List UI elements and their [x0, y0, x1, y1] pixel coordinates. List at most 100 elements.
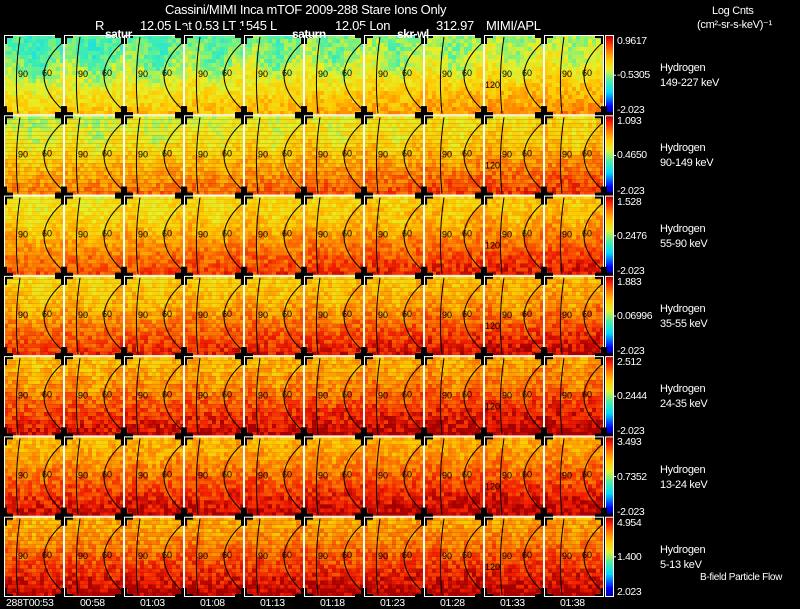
pixel-cell [124, 87, 128, 91]
pixel-cell [52, 71, 56, 75]
pixel-cell [96, 75, 100, 79]
pixel-cell [548, 83, 552, 87]
pixel-cell [276, 159, 280, 164]
pixel-cell [456, 51, 460, 55]
pixel-cell [308, 47, 312, 51]
pixel-cell [44, 79, 48, 83]
pixel-cell [12, 43, 16, 47]
pixel-cell [116, 87, 120, 91]
pixel-cell [216, 151, 220, 156]
pixel-cell [96, 167, 100, 172]
pixel-cell [508, 51, 512, 55]
pixel-cell [208, 35, 212, 39]
pixel-cell [164, 127, 168, 132]
pixel-cell [204, 79, 208, 83]
pixel-cell [248, 163, 252, 168]
pixel-cell [264, 35, 268, 39]
pixel-cell [316, 43, 320, 47]
pixel-cell [24, 91, 28, 95]
pixel-cell [476, 79, 480, 83]
pixel-cell [312, 111, 316, 115]
pixel-cell [44, 111, 48, 115]
pixel-cell [80, 99, 84, 103]
pixel-cell [192, 159, 196, 164]
pixel-cell [268, 39, 272, 43]
pixel-cell [156, 155, 160, 160]
pixel-cell [92, 131, 96, 136]
pixel-cell [292, 71, 296, 75]
pixel-cell [408, 75, 412, 79]
pixel-cell [292, 159, 296, 164]
pixel-cell [160, 59, 164, 63]
pixel-cell [340, 107, 344, 111]
pixel-cell [364, 67, 368, 71]
pixel-cell [452, 75, 456, 79]
pixel-cell [536, 95, 540, 99]
pixel-cell [276, 143, 280, 148]
pixel-cell [284, 35, 288, 39]
pixel-cell [588, 63, 592, 67]
pixel-cell [84, 75, 88, 79]
pixel-cell [112, 119, 116, 124]
pixel-cell [316, 35, 320, 39]
pixel-cell [416, 51, 420, 55]
pixel-cell [260, 187, 264, 192]
pixel-cell [316, 103, 320, 107]
pixel-cell [216, 55, 220, 59]
pixel-cell [152, 119, 156, 124]
pixel-cell [240, 95, 244, 99]
pixel-cell [216, 179, 220, 184]
pixel-cell [596, 39, 600, 43]
pixel-cell [24, 111, 28, 115]
panel-border [364, 35, 424, 116]
pixel-cell [128, 95, 132, 99]
pixel-cell [200, 83, 204, 87]
pixel-cell [32, 179, 36, 184]
pixel-cell [180, 87, 184, 91]
pixel-cell [372, 59, 376, 63]
pixel-cell [356, 67, 360, 71]
pixel-cell [304, 71, 308, 75]
pixel-cell [84, 51, 88, 55]
pixel-cell [112, 59, 116, 63]
pixel-cell [172, 151, 176, 156]
pixel-cell [224, 35, 228, 39]
pixel-cell [512, 95, 516, 99]
pixel-cell [524, 51, 528, 55]
pixel-cell [488, 63, 492, 67]
pixel-cell [176, 39, 180, 43]
pixel-cell [144, 75, 148, 79]
pixel-cell [204, 163, 208, 168]
pixel-cell [100, 107, 104, 111]
pixel-cell [284, 51, 288, 55]
pixel-cell [16, 99, 20, 103]
pixel-cell [96, 155, 100, 160]
pixel-cell [400, 91, 404, 95]
pixel-cell [476, 99, 480, 103]
pixel-cell [108, 119, 112, 124]
pixel-cell [236, 71, 240, 75]
pixel-cell [296, 167, 300, 172]
pixel-cell [280, 187, 284, 192]
pixel-cell [212, 183, 216, 188]
pixel-cell [584, 43, 588, 47]
pixel-cell [492, 47, 496, 51]
pixel-cell [396, 95, 400, 99]
pixel-cell [80, 103, 84, 107]
pixel-cell [160, 95, 164, 99]
pixel-cell [48, 75, 52, 79]
pixel-cell [456, 107, 460, 111]
institution-label: MIMI/APL [486, 18, 541, 33]
pixel-cell [396, 47, 400, 51]
pixel-cell [156, 107, 160, 111]
pixel-cell [504, 83, 508, 87]
pixel-cell [52, 139, 56, 144]
pixel-cell [488, 75, 492, 79]
pixel-cell [136, 71, 140, 75]
pixel-cell [204, 99, 208, 103]
pixel-cell [96, 63, 100, 67]
pixel-cell [568, 91, 572, 95]
pixel-cell [228, 183, 232, 188]
pixel-cell [496, 95, 500, 99]
pixel-cell [388, 83, 392, 87]
